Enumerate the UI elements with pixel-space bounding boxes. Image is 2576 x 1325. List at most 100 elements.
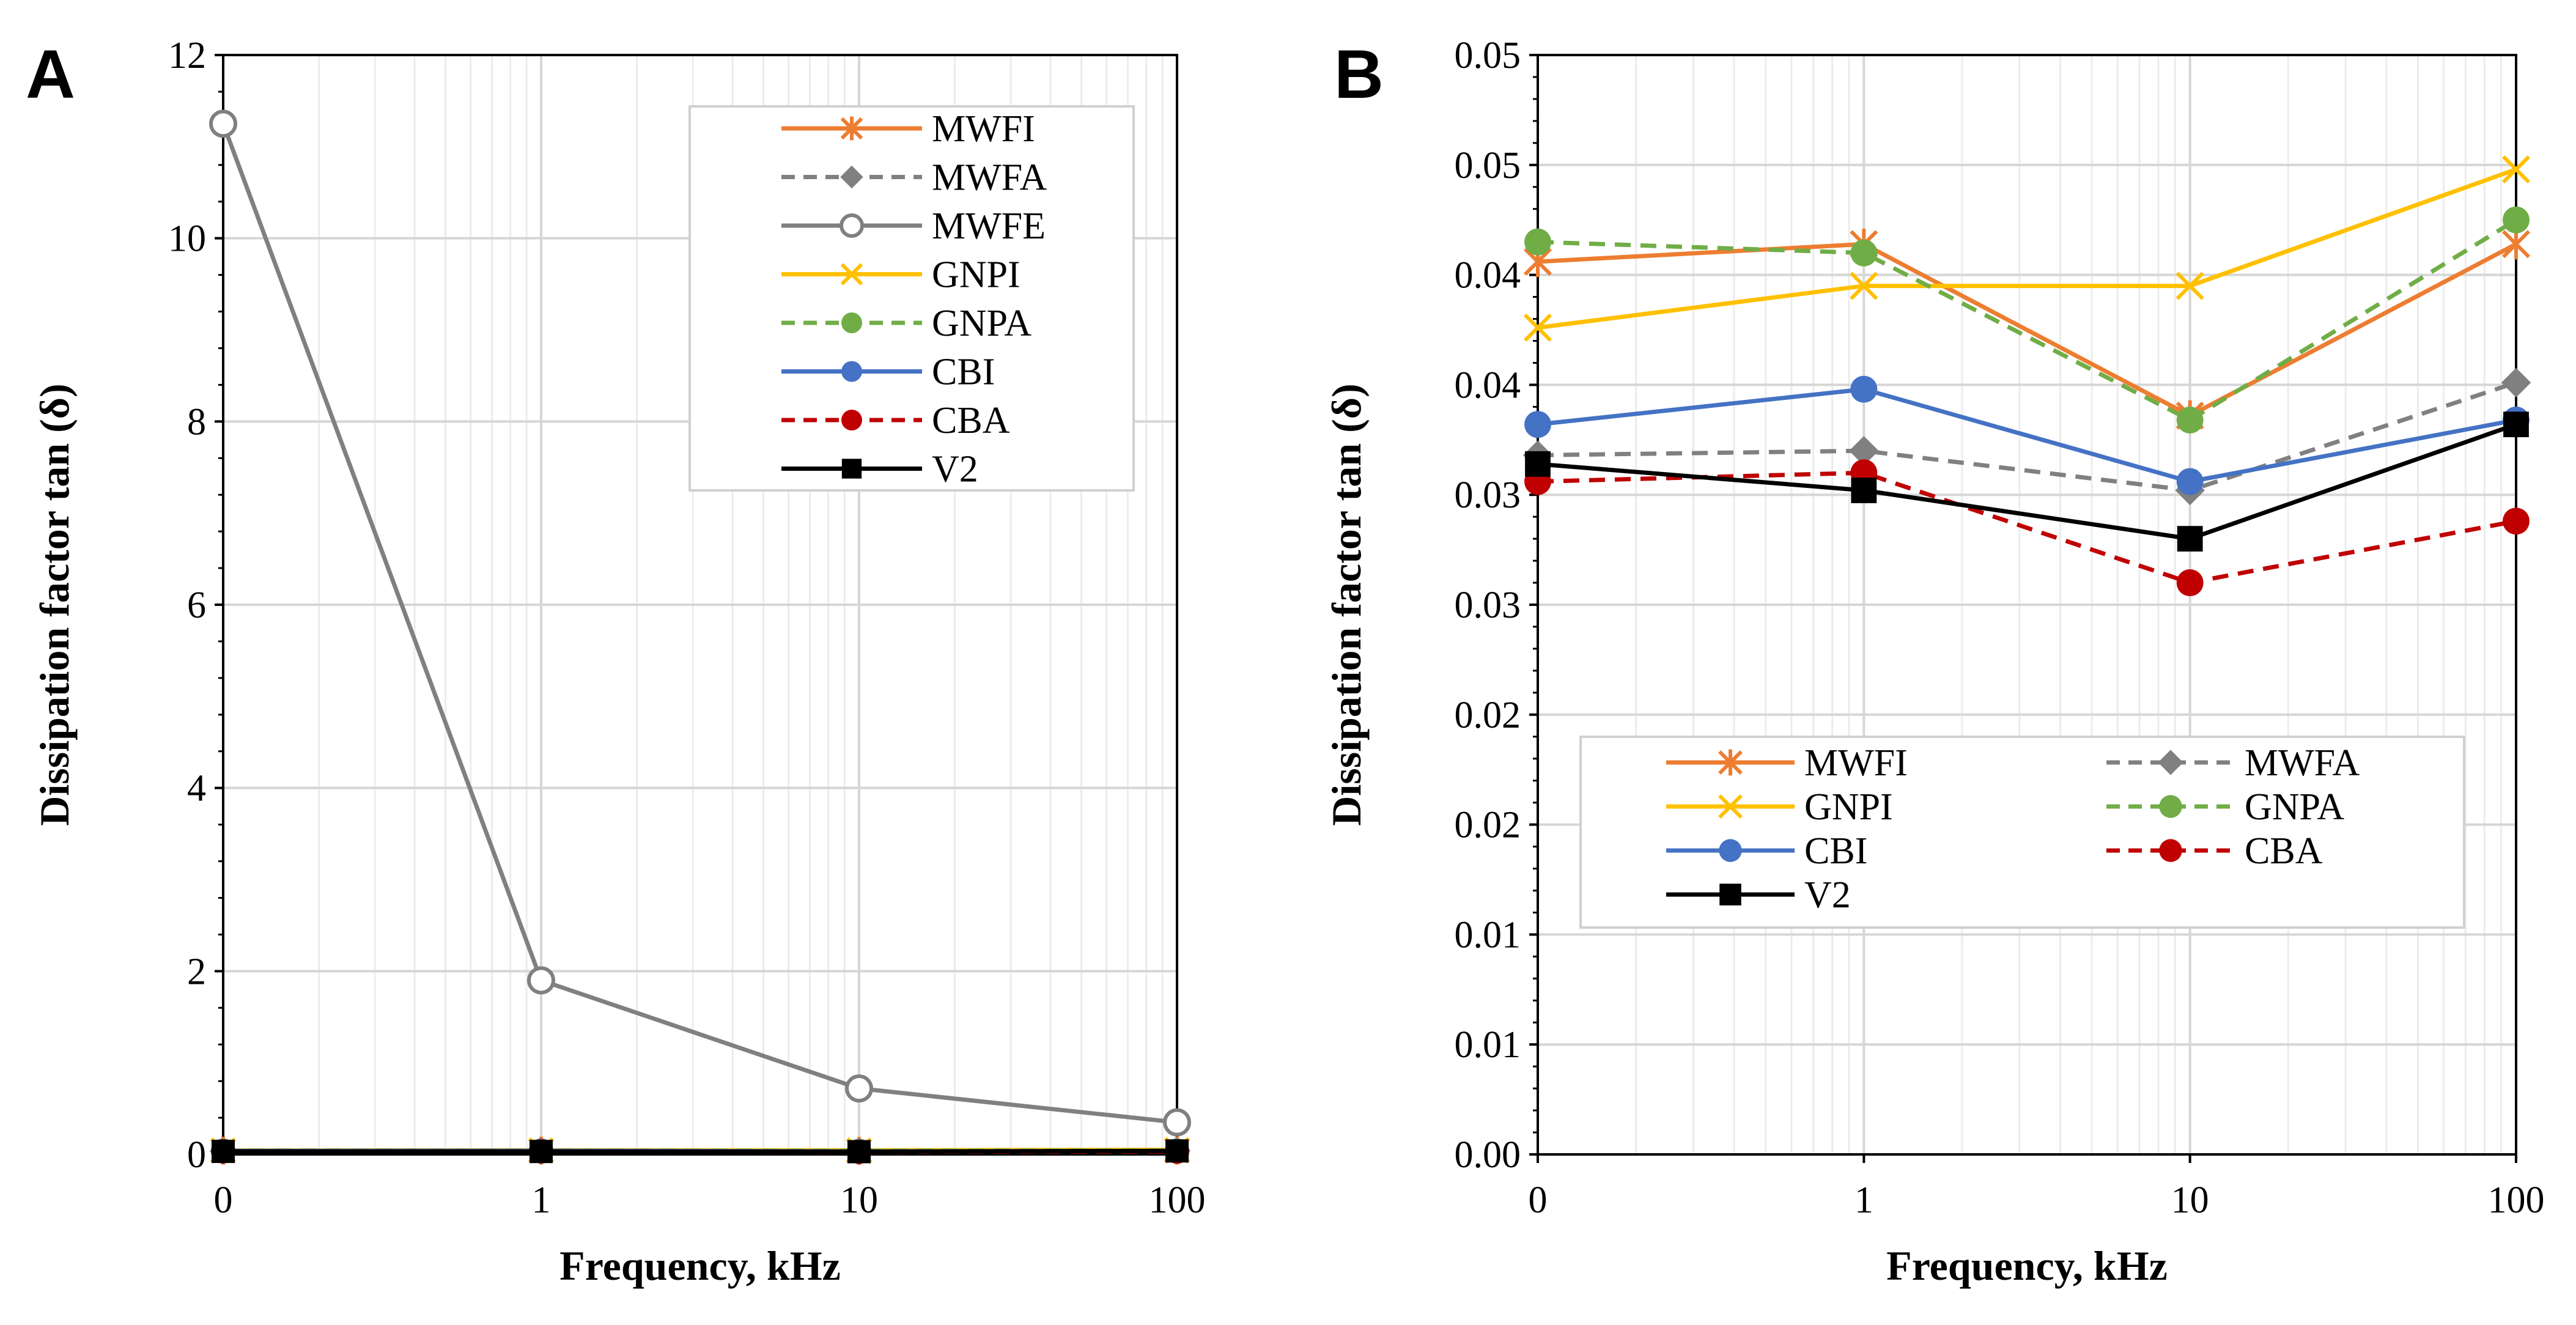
data-point (1524, 411, 1551, 438)
y-tick-label: 10 (168, 218, 206, 260)
series-v2 (1525, 412, 2529, 552)
series-mwfi (1523, 229, 2531, 431)
y-axis-title: Dissipation factor tan (δ) (1323, 383, 1370, 825)
legend-item: MWFI (781, 108, 1035, 150)
x-tick-label: 1 (1854, 1179, 1873, 1221)
data-point (2503, 412, 2529, 438)
legend-item: CBI (1666, 830, 1867, 872)
legend-box (1579, 736, 2465, 929)
legend-marker (2158, 750, 2183, 775)
data-point (530, 1140, 553, 1164)
data-point (2176, 271, 2204, 300)
y-tick-label: 8 (187, 401, 206, 443)
data-point (1851, 478, 1877, 503)
y-tick-label: 6 (187, 585, 206, 626)
legend-label: MWFA (932, 157, 1047, 199)
legend-item: GNPA (781, 303, 1032, 344)
data-point (2501, 367, 2531, 398)
legend-marker (841, 312, 862, 333)
series-line (1537, 242, 2517, 418)
legend-marker (1718, 794, 1743, 819)
y-tick-label: 0.03 (1455, 585, 1521, 626)
data-point (1524, 228, 1551, 256)
data-point (1165, 1139, 1189, 1163)
legend-marker (2159, 839, 2182, 862)
data-point (2177, 526, 2203, 552)
legend-item: GNPI (1666, 786, 1893, 828)
legend-item: CBI (781, 352, 995, 393)
legend-item: CBA (781, 400, 1010, 441)
y-tick-label: 0.05 (1455, 145, 1521, 186)
data-point (1163, 1108, 1191, 1137)
data-point (2503, 206, 2530, 234)
x-axis-title: Frequency, kHz (1886, 1242, 2168, 1289)
legend-marker (840, 213, 864, 238)
data-point (1850, 271, 1878, 300)
x-tick-label: 0 (214, 1179, 233, 1221)
data-point (2176, 569, 2204, 597)
data-point (209, 109, 237, 138)
chart-panel-b: 0.00 0.01 0.01 0.02 0.02 0.03 0.03 0.04 0.04 0.05… (1323, 35, 2545, 1289)
grid (1538, 54, 2517, 1154)
legend-label: CBI (932, 352, 995, 393)
data-point (2176, 468, 2204, 495)
legend-marker (1719, 884, 1741, 906)
legend-item: MWFA (781, 157, 1047, 199)
legend-marker (1719, 839, 1742, 862)
data-point (2176, 406, 2204, 434)
y-tick-label: 0.03 (1455, 474, 1521, 516)
legend-label: MWFE (932, 205, 1046, 247)
series-line (221, 123, 1178, 1125)
y-tick-label: 0.01 (1455, 914, 1521, 956)
legend-marker (2159, 795, 2182, 818)
series-v2 (212, 1139, 1189, 1164)
data-point (1849, 436, 1879, 466)
series-gnpa (1524, 206, 2530, 434)
y-tick-label: 0.04 (1455, 255, 1521, 297)
data-point (2503, 507, 2530, 535)
legend-label: V2 (932, 449, 978, 490)
y-tick-label: 0.05 (1455, 35, 1521, 76)
legend-marker (840, 263, 863, 286)
data-point (1523, 313, 1552, 342)
x-tick-label: 10 (840, 1179, 878, 1221)
legend-box (688, 105, 1135, 492)
series-line (1537, 218, 2517, 423)
y-axis: 0 2 4 6 8 10 12 (168, 35, 223, 1176)
x-tick-label: 0 (1529, 1179, 1548, 1221)
legend-item: GNPI (781, 254, 1020, 296)
y-tick-label: 12 (168, 35, 206, 76)
legend-item: V2 (781, 449, 978, 490)
series-line (1537, 380, 2517, 493)
x-axis-title: Frequency, kHz (559, 1242, 841, 1289)
legend-marker (841, 459, 862, 479)
legend-item: MWFI (1666, 742, 1908, 784)
legend-label: CBI (1804, 830, 1867, 872)
legend-marker (841, 410, 862, 430)
y-tick-label: 0.02 (1455, 805, 1521, 846)
data-point (212, 1140, 235, 1164)
x-axis: 0 1 10 100 (214, 1154, 1206, 1221)
x-tick-label: 100 (2488, 1179, 2545, 1221)
data-point (2501, 229, 2531, 260)
legend-label: MWFA (2245, 742, 2360, 784)
legend-label: V2 (1804, 874, 1851, 916)
series-line (1537, 387, 2517, 484)
legend-marker (840, 116, 863, 141)
y-tick-label: 2 (187, 951, 206, 992)
panel-letter: B (1334, 36, 1384, 113)
y-tick-label: 0.00 (1455, 1134, 1521, 1176)
legend-item: V2 (1666, 874, 1851, 916)
data-point (527, 966, 555, 995)
y-tick-label: 0.02 (1455, 695, 1521, 736)
legend-label: GNPA (2245, 786, 2344, 828)
x-tick-label: 10 (2171, 1179, 2209, 1221)
legend-marker (840, 165, 863, 189)
series-group (1522, 155, 2531, 597)
legend-item: MWFE (781, 205, 1046, 247)
legend-label: GNPA (932, 303, 1032, 344)
series-gnpi (1523, 155, 2531, 342)
series-line (1537, 422, 2517, 541)
legend-item: CBA (2106, 830, 2323, 872)
